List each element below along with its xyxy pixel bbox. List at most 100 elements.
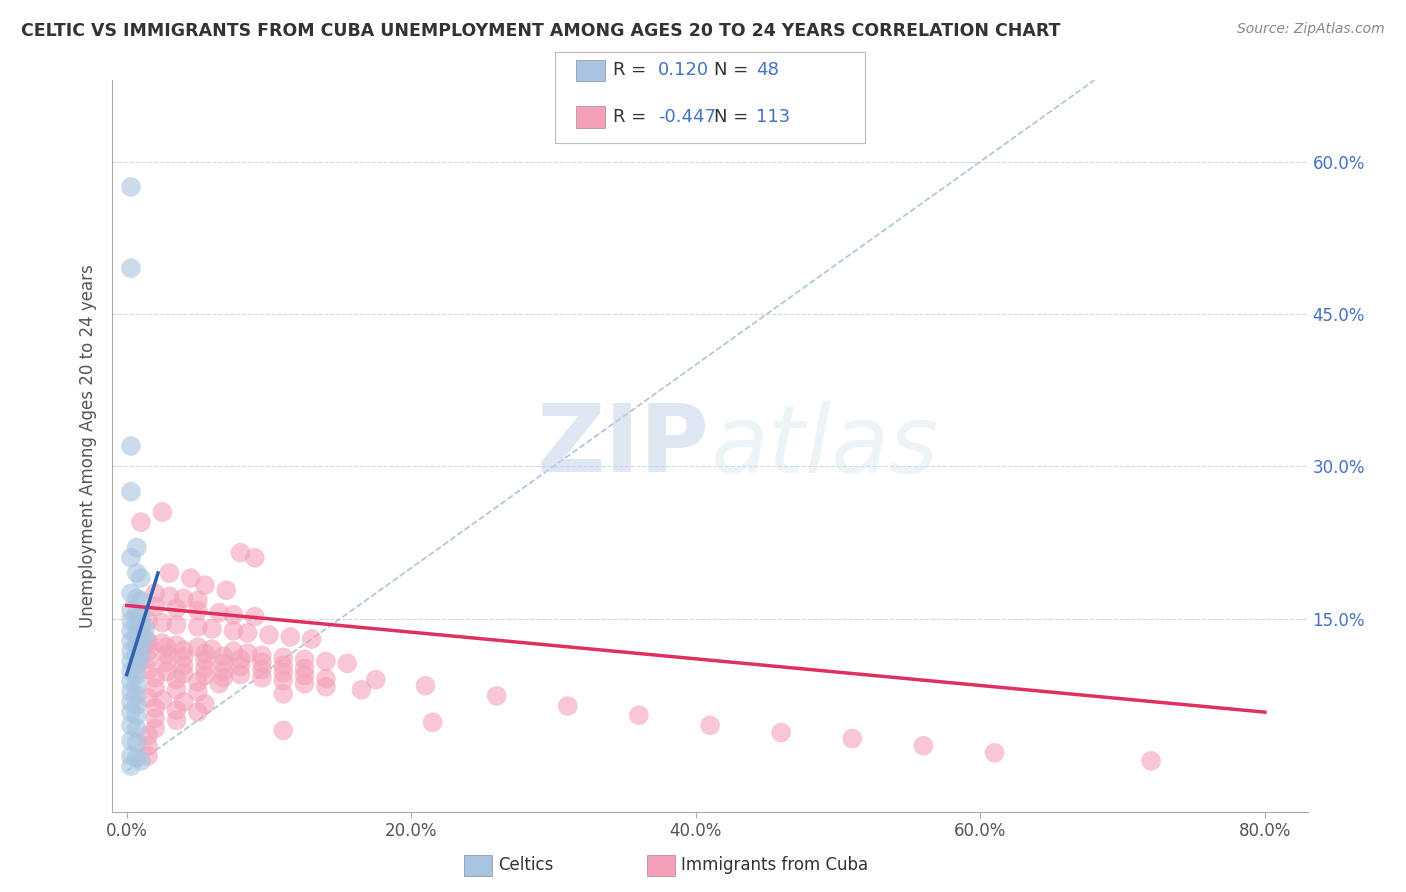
Point [201, 622, 224, 636]
Point [301, 632, 323, 646]
Point [236, 646, 259, 660]
Point [187, 674, 209, 689]
Point [187, 604, 209, 618]
Point [120, 261, 142, 276]
Point [143, 701, 166, 715]
Point [136, 614, 159, 628]
Point [120, 484, 142, 499]
Point [243, 550, 266, 565]
Point [222, 624, 245, 638]
Point [212, 649, 235, 664]
Point [125, 566, 148, 580]
Point [294, 677, 316, 691]
Point [125, 637, 148, 651]
Point [557, 699, 579, 714]
Point [173, 658, 195, 673]
Point [120, 614, 142, 628]
Point [120, 705, 142, 719]
Point [173, 643, 195, 657]
Point [271, 665, 294, 680]
Text: Celtics: Celtics [498, 856, 553, 874]
Point [212, 665, 235, 679]
Point [173, 591, 195, 606]
Point [212, 671, 235, 685]
Point [143, 599, 166, 614]
Point [136, 739, 159, 753]
Point [415, 679, 437, 693]
Point [271, 687, 294, 701]
Point [627, 708, 650, 723]
Point [294, 668, 316, 682]
Point [364, 673, 387, 687]
Point [229, 546, 252, 560]
Point [229, 659, 252, 673]
Point [166, 617, 188, 632]
Point [166, 714, 188, 728]
Point [155, 665, 177, 679]
Point [187, 685, 209, 699]
Point [150, 505, 173, 519]
Text: 113: 113 [756, 108, 790, 126]
Point [120, 439, 142, 453]
Point [166, 703, 188, 717]
Point [315, 672, 337, 686]
Point [294, 652, 316, 666]
Point [129, 649, 152, 664]
Point [271, 723, 294, 738]
Point [120, 733, 142, 747]
Point [125, 616, 148, 631]
Point [271, 650, 294, 665]
Point [278, 630, 301, 644]
Point [173, 695, 195, 709]
Point [120, 695, 142, 709]
Point [699, 718, 721, 732]
Point [125, 657, 148, 672]
Point [222, 644, 245, 658]
Point [236, 626, 259, 640]
Point [136, 729, 159, 743]
Point [120, 685, 142, 699]
Point [125, 736, 148, 750]
Point [136, 663, 159, 677]
Point [120, 759, 142, 773]
Point [150, 615, 173, 630]
Text: 48: 48 [756, 62, 779, 79]
Point [120, 644, 142, 658]
Point [125, 722, 148, 736]
Point [208, 606, 231, 620]
Point [125, 667, 148, 681]
Point [120, 586, 142, 600]
Point [125, 541, 148, 555]
Text: atlas: atlas [710, 401, 938, 491]
Point [250, 656, 273, 670]
Point [271, 658, 294, 673]
Point [125, 751, 148, 765]
Point [336, 657, 359, 671]
Point [315, 654, 337, 668]
Point [134, 621, 156, 635]
Point [157, 590, 180, 604]
Point [129, 754, 152, 768]
Point [194, 646, 217, 660]
Point [173, 666, 195, 681]
Text: -0.447: -0.447 [658, 108, 716, 126]
Point [841, 731, 863, 746]
Point [120, 180, 142, 194]
Point [143, 722, 166, 736]
Point [136, 690, 159, 705]
Point [350, 682, 373, 697]
Point [194, 697, 217, 711]
Point [187, 705, 209, 719]
Point [155, 656, 177, 670]
Text: Immigrants from Cuba: Immigrants from Cuba [681, 856, 868, 874]
Point [912, 739, 935, 753]
Point [125, 647, 148, 661]
Point [129, 629, 152, 643]
Point [136, 748, 159, 763]
Point [143, 671, 166, 685]
Point [166, 601, 188, 615]
Point [271, 673, 294, 688]
Point [173, 650, 195, 665]
Point [129, 593, 152, 607]
Point [208, 677, 231, 691]
